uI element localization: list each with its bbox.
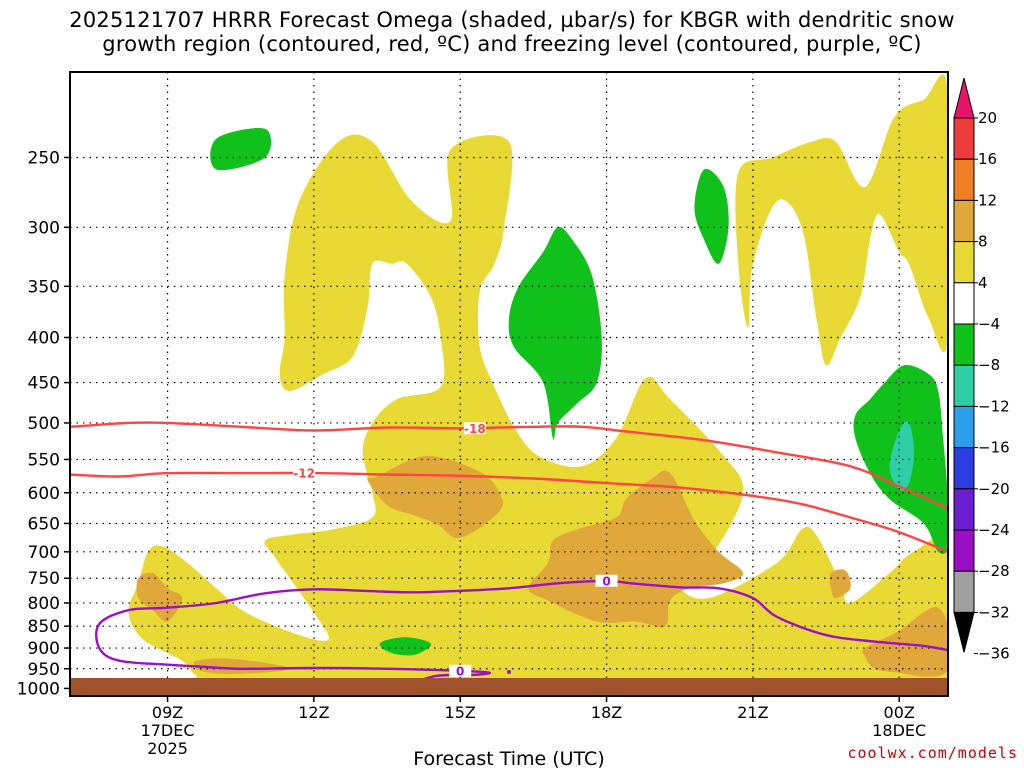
omega-region-9 [508,226,602,440]
colorbar-label-9: −20 [978,480,1010,498]
colorbar-swatch-2 [953,158,975,201]
omega-region-7 [862,606,948,677]
title-line-1: 2025121707 HRRR Forecast Omega (shaded, … [69,8,955,32]
x-tick-label-09Z: 09Z [152,703,183,722]
x-axis-label: Forecast Time (UTC) [413,748,604,768]
contour-label-bg-0 [463,422,486,435]
omega-region-6 [829,569,851,599]
colorbar-arrow-top [953,77,975,119]
y-tick-label-800: 800 [28,594,60,614]
omega-region-13 [889,421,914,491]
colorbar-label-1: 16 [978,150,997,168]
contour-line-0 [70,421,948,510]
colorbar-swatch-8 [953,405,975,449]
contour-label-3: 0 [456,664,464,678]
y-tick-label-550: 550 [28,450,60,470]
omega-region-8 [210,127,272,171]
x-tick-date-00Z: 18DEC [872,721,926,740]
y-tick-label-700: 700 [28,543,60,563]
x-tick-label-00Z: 00Z [884,703,915,722]
x-tick-year-09Z: 2025 [147,739,188,758]
y-tick-label-900: 900 [28,639,60,659]
x-tick-label-21Z: 21Z [737,703,768,722]
title-line-2: growth region (contoured, red, ºC) and f… [102,32,922,56]
contour-line-2 [95,579,948,668]
contour-label-bg-1 [293,467,316,480]
colorbar-label-2: 12 [978,191,997,209]
plot-frame [69,71,949,697]
ground-bar [70,678,948,696]
contour-layer: -18 -12 0 0 [70,421,948,678]
colorbar-label-8: −16 [978,439,1010,457]
colorbar-label-5: −4 [978,315,1000,333]
colorbar-label-4: 4 [978,274,988,292]
colorbar-swatch-12 [953,570,975,613]
colorbar-swatch-7 [953,364,975,407]
colorbar-label-13: −36 [978,645,1010,663]
axis-layer: 2503003504004505005506006507007508008509… [17,148,926,758]
omega-region-5 [193,658,290,674]
y-tick-label-250: 250 [28,148,60,168]
contour-line-3 [201,665,491,678]
contour-label-bg-3 [449,664,472,677]
freezing-level-dot [507,669,511,674]
omega-region-12 [379,637,432,656]
omega-region-4 [136,572,183,622]
contour-label-2: 0 [602,574,610,588]
omega-region-1 [735,74,948,366]
colorbar-arrow-bottom [953,611,975,653]
y-tick-label-350: 350 [28,277,60,297]
colorbar-swatch-4 [953,241,975,284]
y-tick-label-400: 400 [28,328,60,348]
colorbar-label-0: 20 [978,109,997,127]
contour-label-1: -12 [293,467,315,481]
omega-shading-layer [128,74,948,678]
colorbar-label-10: −24 [978,521,1010,539]
colorbar-label-12: −32 [978,603,1010,621]
contour-line-1 [70,471,948,553]
y-tick-label-450: 450 [28,374,60,394]
y-tick-label-600: 600 [28,484,60,504]
colorbar-label-6: −8 [978,356,1000,374]
colorbar-swatch-10 [953,488,975,531]
x-tick-label-12Z: 12Z [298,703,329,722]
y-tick-label-650: 650 [28,514,60,534]
x-tick-label-15Z: 15Z [445,703,476,722]
omega-region-10 [694,168,729,264]
colorbar: 20 16 12 8 4 −4 −8 −12 −16 −20 −24 −28 −32 −36 [953,77,1010,663]
colorbar-label-7: −12 [978,397,1010,415]
colorbar-label-11: −28 [978,562,1010,580]
y-tick-label-500: 500 [28,414,60,434]
contour-label-0: -18 [464,422,486,436]
colorbar-swatch-6 [953,323,975,366]
colorbar-swatch-1 [953,117,975,160]
colorbar-swatch-5 [953,282,975,325]
x-tick-label-18Z: 18Z [591,703,622,722]
credit-text: coolwx.com/models [847,744,1018,762]
omega-region-0 [128,134,948,678]
y-tick-label-300: 300 [28,218,60,238]
contour-label-bg-2 [595,574,618,587]
colorbar-swatch-11 [953,529,975,572]
y-tick-label-1000: 1000 [17,679,60,699]
colorbar-swatch-9 [953,447,975,490]
colorbar-label-3: 8 [978,233,988,251]
y-tick-label-950: 950 [28,660,60,680]
colorbar-swatch-3 [953,199,975,243]
y-tick-label-750: 750 [28,569,60,589]
y-tick-label-850: 850 [28,617,60,637]
x-tick-date-09Z: 17DEC [141,721,195,740]
